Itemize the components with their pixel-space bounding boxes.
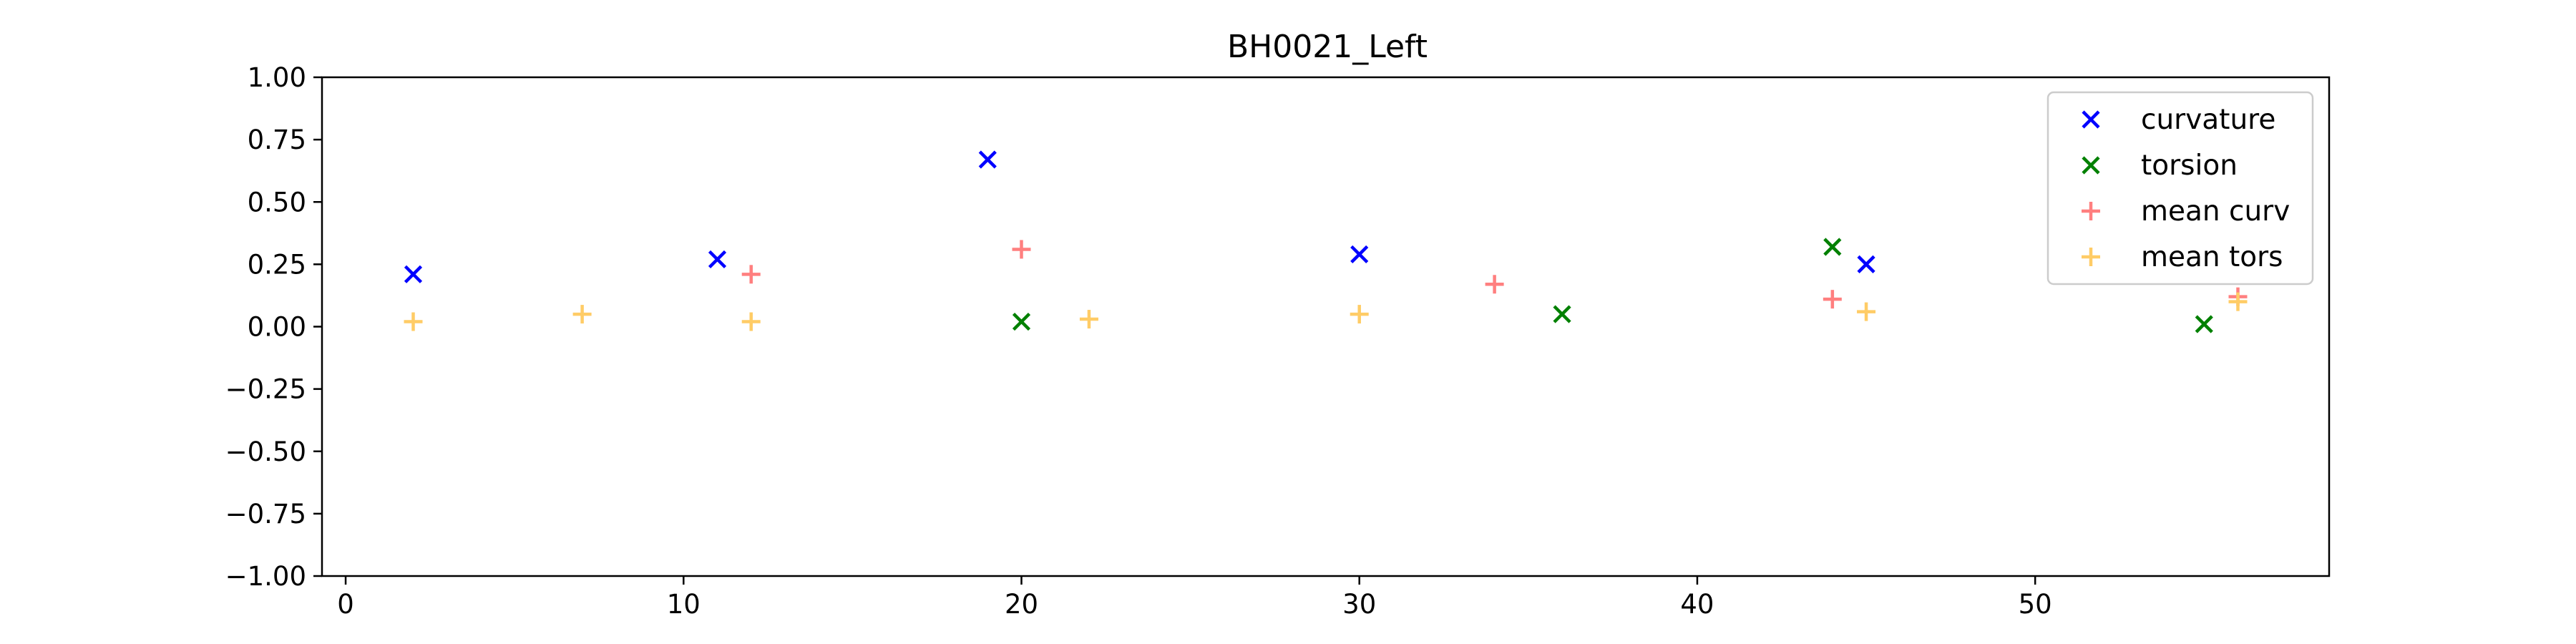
mean-tors-point (1857, 302, 1876, 321)
x-tick-label: 20 (1005, 589, 1038, 620)
x-tick-label: 40 (1680, 589, 1714, 620)
legend-label-curvature: curvature (2141, 104, 2275, 136)
x-tick-label: 10 (667, 589, 701, 620)
curvature-point (1857, 255, 1875, 273)
mean-tors-point (572, 305, 592, 324)
marker-stroke (978, 150, 997, 169)
legend: curvature torsion mean curv mean tors (2046, 91, 2314, 286)
mean-curv-point (1485, 275, 1504, 294)
marker-stroke (1012, 312, 1031, 331)
curvature-point (708, 250, 727, 268)
y-tick-label: −0.25 (225, 374, 306, 405)
legend-box (2046, 91, 2314, 286)
legend-marker-mean-curv (2082, 202, 2100, 220)
y-tick-label: 0.00 (248, 312, 306, 343)
legend-marker-mean-tors (2082, 248, 2100, 266)
mean-curv-point (1012, 240, 1031, 259)
mean-tors-point (741, 312, 761, 331)
curvature-point (978, 150, 997, 169)
marker-stroke (708, 250, 727, 268)
marker-stroke (2082, 156, 2100, 175)
legend-label-mean-curv: mean curv (2141, 195, 2290, 228)
legend-label-torsion: torsion (2141, 150, 2238, 182)
legend-marker-curvature (2082, 110, 2100, 129)
mean-curv-point (1823, 290, 1842, 309)
x-tick-label: 50 (2019, 589, 2052, 620)
y-tick-label: 0.50 (248, 187, 306, 218)
y-tick-label: −0.50 (225, 436, 306, 467)
torsion-point (1823, 238, 1842, 256)
mean-tors-point (1079, 310, 1098, 329)
x-tick-label: 0 (337, 589, 354, 620)
mean-tors-point (2228, 292, 2248, 311)
y-tick-label: −1.00 (225, 561, 306, 592)
chart-title: BH0021_Left (1227, 29, 1428, 65)
curvature-point (1350, 245, 1369, 264)
axes: 0 10 20 30 40 50 −1.00 −0.75 −0.50 −0.25 0.00 0.25 0… (225, 62, 2331, 620)
y-tick-label: 0.25 (248, 249, 306, 280)
marker-stroke (1553, 305, 1571, 323)
mean-tors-point (404, 312, 423, 331)
marker-stroke (2195, 315, 2213, 333)
mean-tors-point (1350, 305, 1369, 324)
torsion-point (1553, 305, 1571, 323)
marker-stroke (2082, 110, 2100, 129)
curvature-point (404, 265, 423, 283)
torsion-point (1012, 312, 1031, 331)
legend-label-mean-tors: mean tors (2141, 241, 2283, 273)
legend-marker-torsion (2082, 156, 2100, 175)
x-tick-label: 30 (1342, 589, 1376, 620)
data-marks (404, 150, 2248, 333)
marker-stroke (1350, 245, 1369, 264)
marker-stroke (1823, 238, 1842, 256)
y-tick-label: 0.75 (248, 125, 306, 155)
torsion-point (2195, 315, 2213, 333)
marker-stroke (404, 265, 423, 283)
y-tick-label: 1.00 (248, 62, 306, 93)
mean-curv-point (741, 265, 761, 284)
y-tick-label: −0.75 (225, 499, 306, 530)
marker-stroke (1857, 255, 1875, 273)
